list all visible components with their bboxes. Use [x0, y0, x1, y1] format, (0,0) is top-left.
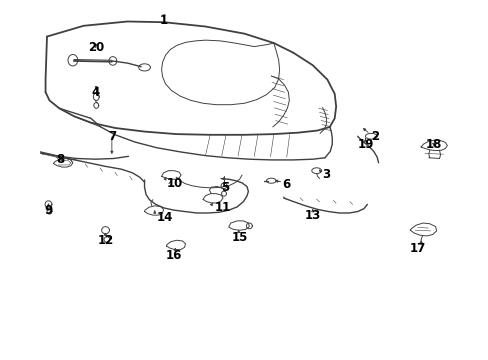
Text: 13: 13 [304, 210, 320, 222]
Text: 5: 5 [221, 181, 229, 194]
Text: 16: 16 [165, 249, 182, 262]
Text: 1: 1 [160, 14, 168, 27]
Text: 17: 17 [408, 242, 425, 255]
Text: 19: 19 [357, 138, 373, 150]
Text: 9: 9 [44, 204, 53, 217]
Text: 2: 2 [370, 130, 379, 144]
Text: 6: 6 [282, 178, 290, 191]
Text: 18: 18 [425, 138, 441, 150]
Text: 12: 12 [97, 234, 113, 247]
Text: 3: 3 [322, 168, 330, 181]
Text: 11: 11 [214, 202, 230, 215]
Text: 7: 7 [107, 130, 116, 144]
Text: 4: 4 [91, 86, 100, 99]
Text: 15: 15 [231, 231, 247, 244]
Text: 20: 20 [87, 41, 103, 54]
Text: 14: 14 [157, 211, 173, 224]
Text: 8: 8 [56, 153, 64, 166]
Text: 10: 10 [166, 177, 183, 190]
